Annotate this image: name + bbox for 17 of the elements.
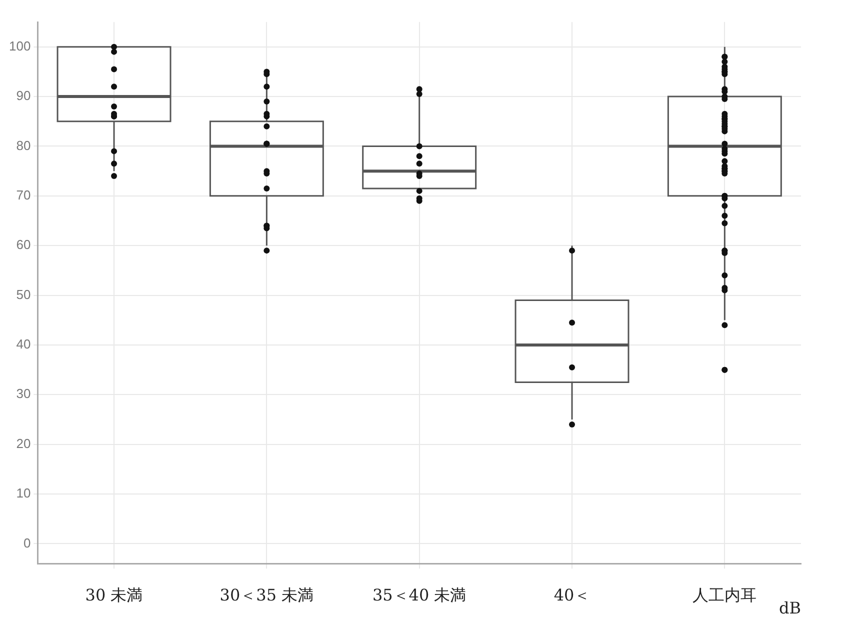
x-tick-label: 40＜ xyxy=(554,585,590,604)
y-tick-label: 90 xyxy=(16,88,31,104)
y-tick-label: 10 xyxy=(16,486,31,501)
x-tick-label: 30 未満 xyxy=(85,585,143,604)
y-tick-label: 50 xyxy=(16,286,31,302)
y-tick-label: 30 xyxy=(16,386,31,402)
x-tick-label: 30＜35 未満 xyxy=(220,585,314,604)
y-tick-label: 80 xyxy=(16,138,31,153)
y-tick-label: 0 xyxy=(23,535,31,550)
y-tick-label: 20 xyxy=(16,436,31,451)
x-tick-label: 人工内耳 xyxy=(692,585,757,604)
x-tick-label: 35＜40 未満 xyxy=(372,585,466,604)
y-tick-label: 40 xyxy=(16,336,31,352)
y-tick-label: 100 xyxy=(8,38,31,54)
y-tick-label: 60 xyxy=(16,237,31,252)
y-tick-label: 70 xyxy=(16,187,31,202)
x-axis-title: dB xyxy=(779,598,801,618)
